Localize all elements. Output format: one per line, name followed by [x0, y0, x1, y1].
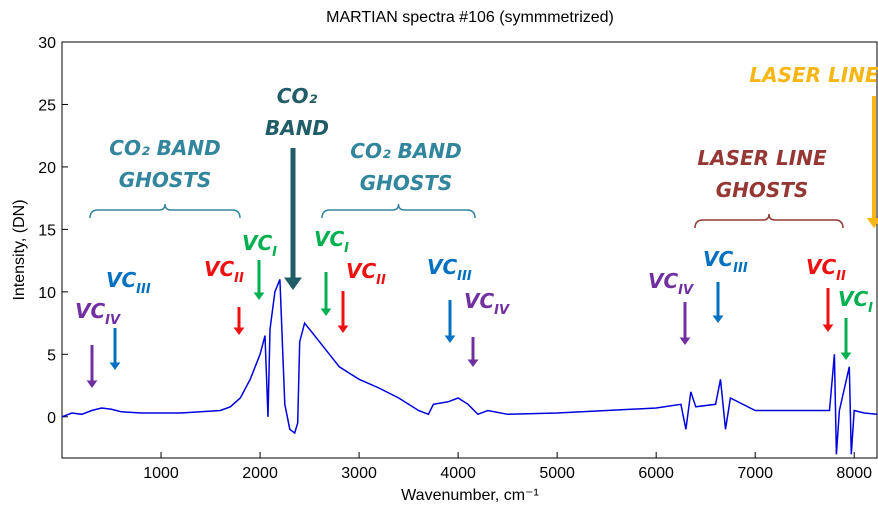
x-tick-label: 4000	[440, 465, 476, 482]
vc-text: VC	[838, 287, 868, 311]
vc-text: VC	[314, 227, 344, 251]
y-tick-label: 25	[38, 97, 56, 114]
vc-text: VC	[242, 231, 272, 255]
chart-title: MARTIAN spectra #106 (symmmetrized)	[326, 9, 614, 26]
vc-subscript: II	[234, 271, 244, 286]
arrow-head	[679, 337, 691, 345]
vc-text: VC	[75, 299, 105, 323]
y-tick-label: 15	[38, 222, 56, 239]
vc-label: VCIV	[75, 299, 121, 328]
annotation-text: CO₂ BAND	[109, 136, 220, 160]
spectrum-line	[61, 279, 878, 455]
annotation-text: GHOSTS	[360, 171, 453, 195]
arrow-head	[467, 359, 479, 367]
x-tick-label: 5000	[539, 465, 575, 482]
vc-text: VC	[464, 289, 494, 313]
vc-text: VC	[346, 259, 376, 283]
vc-subscript: I	[868, 301, 873, 316]
vc-subscript: IV	[105, 313, 121, 328]
arrow-head	[253, 292, 265, 300]
vc-subscript: IV	[678, 283, 694, 298]
vc-subscript: III	[457, 269, 472, 284]
vc-label: VCII	[346, 259, 386, 288]
x-tick-label: 3000	[341, 465, 377, 482]
y-tick-label: 10	[38, 285, 56, 302]
vc-subscript: II	[376, 273, 386, 288]
vc-text: VC	[204, 257, 234, 281]
vc-subscript: III	[136, 282, 151, 297]
annotation-text: LASER LINE	[749, 63, 878, 87]
vc-label: VCIII	[703, 247, 748, 276]
arrow-head	[337, 325, 349, 333]
annotation-text: GHOSTS	[119, 168, 212, 192]
y-tick-label: 20	[38, 160, 56, 177]
vc-subscript: I	[344, 241, 349, 256]
y-tick-label: 30	[38, 35, 56, 52]
vc-label: VCIV	[464, 289, 510, 318]
x-tick-label: 7000	[737, 465, 773, 482]
plot-frame	[61, 41, 878, 459]
vc-label: VCI	[314, 227, 349, 256]
vc-label: VCIII	[106, 268, 151, 297]
x-tick-label: 8000	[836, 465, 872, 482]
vc-text: VC	[806, 255, 836, 279]
annotation-text: CO₂	[277, 84, 318, 108]
annotation-text: LASER LINE	[697, 146, 827, 170]
y-tick-label: 0	[47, 410, 56, 427]
x-tick-label: 6000	[638, 465, 674, 482]
vc-subscript: II	[836, 269, 846, 284]
vc-label: VCII	[806, 255, 846, 284]
vc-label: VCIV	[648, 269, 694, 298]
annotation-text: BAND	[265, 116, 329, 140]
y-tick-label: 5	[47, 347, 56, 364]
brace	[321, 203, 476, 219]
vc-label: VCI	[242, 231, 277, 260]
vc-subscript: IV	[494, 303, 510, 318]
vc-text: VC	[648, 269, 678, 293]
arrow-head	[320, 308, 332, 316]
arrow-head	[109, 362, 121, 370]
arrow-head	[284, 277, 302, 290]
brace	[89, 203, 241, 219]
x-axis-label: Wavenumber, cm⁻¹	[401, 487, 539, 504]
annotation-text: CO₂ BAND	[350, 139, 461, 163]
vc-label: VCI	[838, 287, 873, 316]
arrow-head	[233, 327, 245, 335]
arrow-head	[86, 380, 98, 388]
vc-label: VCIII	[427, 255, 472, 284]
arrow-head	[444, 335, 456, 343]
vc-subscript: I	[272, 245, 277, 260]
x-tick-label: 1000	[143, 465, 179, 482]
arrow-head	[840, 352, 852, 360]
vc-text: VC	[703, 247, 733, 271]
arrow-head	[712, 315, 724, 323]
vc-text: VC	[427, 255, 457, 279]
arrow-head	[866, 218, 878, 228]
y-axis-label: Intensity, (DN)	[11, 199, 28, 300]
arrow-head	[822, 324, 834, 332]
brace	[694, 213, 844, 229]
annotation-text: GHOSTS	[716, 178, 809, 202]
vc-label: VCII	[204, 257, 244, 286]
vc-text: VC	[106, 268, 136, 292]
x-tick-label: 2000	[242, 465, 278, 482]
vc-subscript: III	[733, 261, 748, 276]
